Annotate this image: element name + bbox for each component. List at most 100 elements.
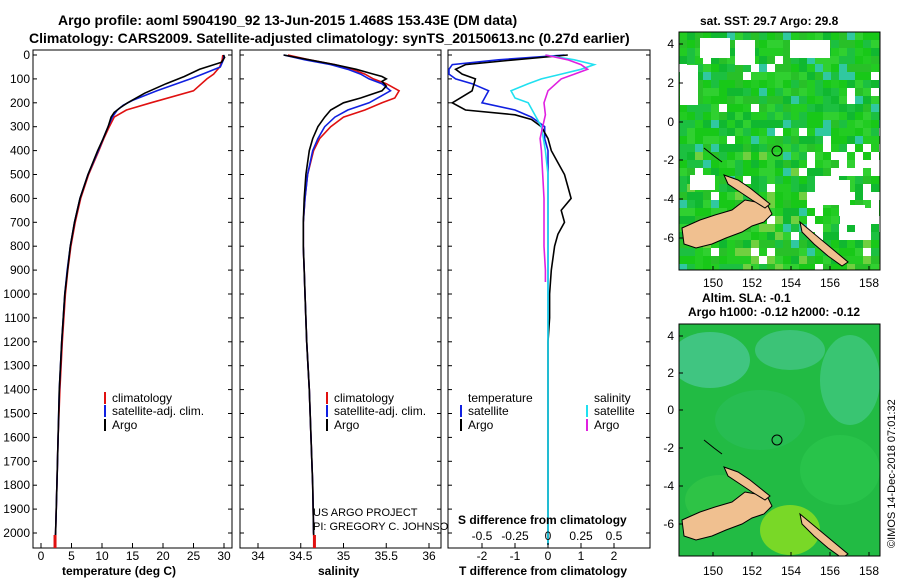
sst-cell	[839, 80, 847, 88]
sst-cell	[855, 48, 863, 56]
sst-cell	[727, 40, 735, 48]
sst-cell	[687, 32, 695, 40]
sst-cell	[679, 192, 687, 200]
sst-cell	[855, 184, 863, 192]
sst-cell	[711, 192, 719, 200]
series-line-argo	[283, 54, 388, 546]
depth-tick-label: 1900	[3, 502, 30, 516]
sst-cell	[775, 56, 783, 64]
map-ytick-label: -4	[663, 192, 674, 206]
sst-cell	[783, 248, 791, 256]
sst-cell	[679, 240, 687, 248]
map-ytick-label: 2	[667, 76, 674, 90]
sst-cell	[767, 232, 775, 240]
sst-cell	[727, 56, 735, 64]
sst-cell	[807, 128, 815, 136]
sst-cell	[751, 256, 759, 264]
sst-cell	[855, 72, 863, 80]
sst-cell	[791, 184, 799, 192]
sst-cell	[775, 160, 783, 168]
sst-cell	[695, 96, 703, 104]
depth-tick-label: 1600	[3, 430, 30, 444]
new-ireland-coast	[703, 439, 723, 455]
map-xtick-label: 150	[703, 276, 723, 290]
sst-cell	[799, 72, 807, 80]
legend-label-t-satellite: satellite	[468, 404, 509, 418]
sst-cell	[823, 128, 831, 136]
depth-tick-label: 0	[23, 48, 30, 62]
sst-cell	[799, 104, 807, 112]
sst-cell	[831, 64, 839, 72]
sst-cell	[807, 112, 815, 120]
sst-cell	[775, 216, 783, 224]
sst-cell	[679, 136, 687, 144]
sst-cell	[727, 112, 735, 120]
sst-cell	[799, 96, 807, 104]
sst-cell	[871, 200, 879, 208]
salinity-legend: climatology satellite-adj. clim. Argo	[326, 391, 426, 432]
sst-cell	[687, 192, 695, 200]
sst-cell	[783, 64, 791, 72]
sst-cell	[839, 144, 847, 152]
sst-cell	[711, 152, 719, 160]
sst-cell	[863, 32, 871, 40]
sst-cell	[743, 152, 751, 160]
sst-cell	[727, 104, 735, 112]
sst-cell	[743, 240, 751, 248]
sst-cell	[679, 32, 687, 40]
sst-cell	[767, 144, 775, 152]
sst-cell	[735, 264, 743, 270]
sst-cell	[839, 136, 847, 144]
sst-cell	[719, 120, 727, 128]
sst-cell	[863, 200, 871, 208]
sst-cell	[791, 208, 799, 216]
sst-cell	[711, 64, 719, 72]
sst-cell	[727, 192, 735, 200]
new-guinea-land	[681, 491, 773, 541]
sst-cell	[799, 192, 807, 200]
sst-cell	[767, 112, 775, 120]
sst-cell	[767, 240, 775, 248]
sst-cell	[719, 64, 727, 72]
sst-cell	[783, 184, 791, 192]
sst-cell	[703, 120, 711, 128]
sst-cell	[823, 104, 831, 112]
sst-cell	[791, 136, 799, 144]
sst-cell	[847, 256, 855, 264]
sst-cell	[735, 32, 743, 40]
sst-cell	[783, 48, 791, 56]
sst-cell	[727, 160, 735, 168]
sst-cell	[711, 104, 719, 112]
sst-missing-data	[790, 40, 830, 58]
sst-cell	[775, 48, 783, 56]
sst-cell	[855, 152, 863, 160]
sst-cell	[735, 256, 743, 264]
sst-cell	[695, 128, 703, 136]
sst-cell	[799, 152, 807, 160]
sst-cell	[687, 40, 695, 48]
sst-cell	[775, 72, 783, 80]
sst-cell	[759, 120, 767, 128]
sst-cell	[847, 96, 855, 104]
temperature-xtick-label: 10	[95, 549, 109, 563]
sst-cell	[863, 112, 871, 120]
sst-cell	[727, 200, 735, 208]
sst-cell	[775, 104, 783, 112]
difference-xtick-label: 2	[611, 549, 618, 563]
sla-field	[679, 330, 880, 556]
sst-cell	[711, 56, 719, 64]
sst-cell	[871, 120, 879, 128]
sst-cell	[855, 128, 863, 136]
sst-cell	[783, 56, 791, 64]
sla-argo-location	[771, 434, 783, 446]
sst-cell	[703, 248, 711, 256]
series-line-s-argo	[539, 54, 590, 282]
sst-cell	[751, 152, 759, 160]
sst-cell	[743, 104, 751, 112]
sst-cell	[751, 240, 759, 248]
sst-cell	[759, 48, 767, 56]
sst-cell	[751, 80, 759, 88]
sst-cell	[759, 112, 767, 120]
sst-cell	[783, 112, 791, 120]
sst-cell	[695, 144, 703, 152]
